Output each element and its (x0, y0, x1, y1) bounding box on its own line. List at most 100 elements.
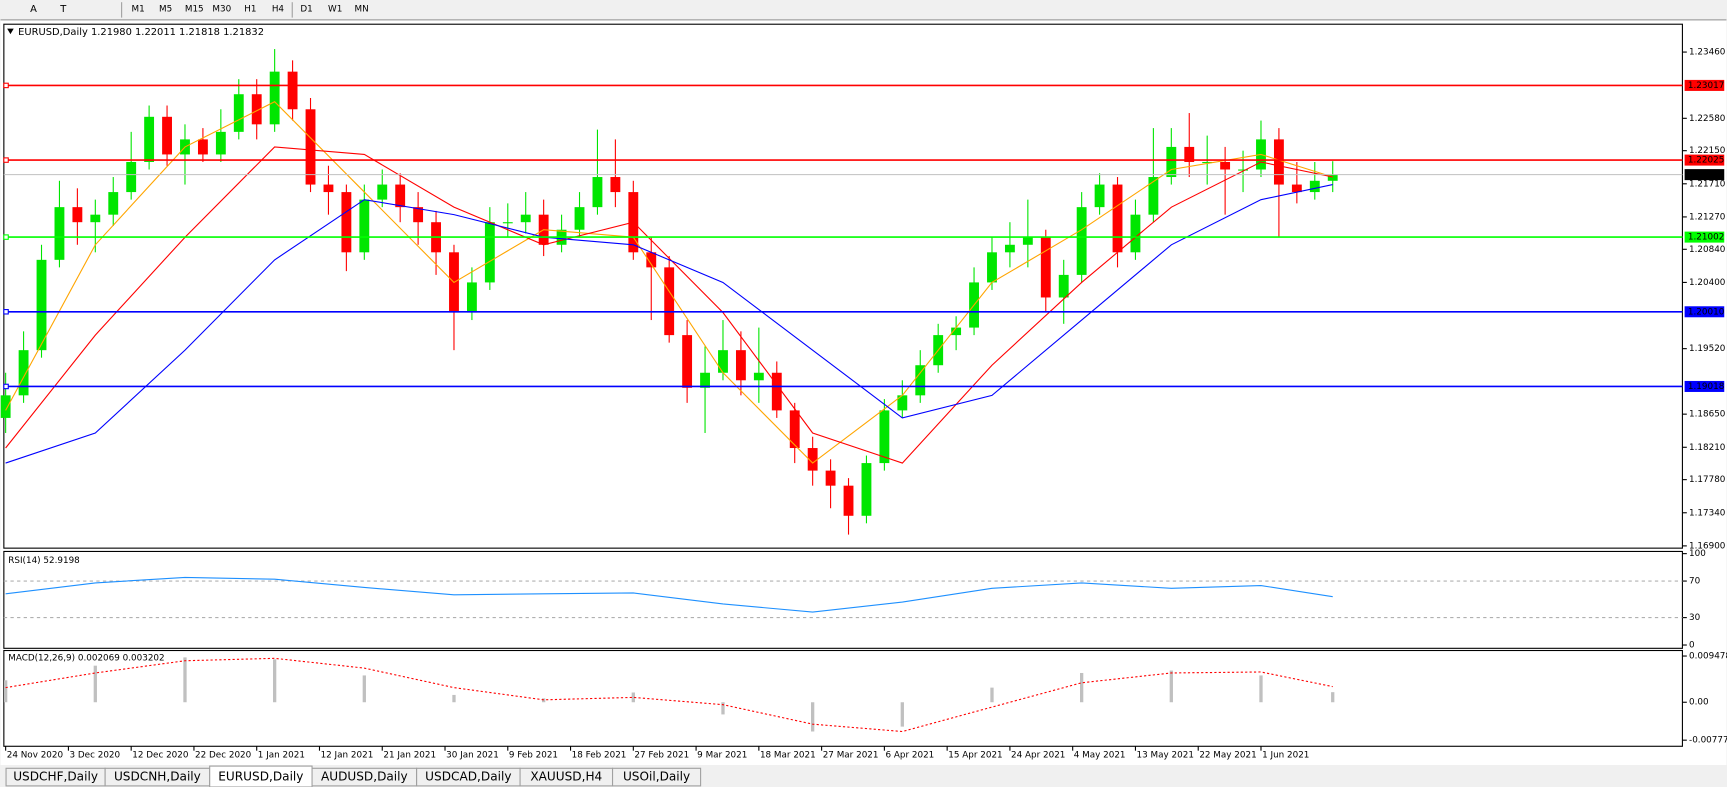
level-label: 1.21002 (1688, 233, 1724, 243)
level-label-box (1684, 306, 1725, 318)
macd-bar (3, 680, 8, 703)
candle-body (162, 116, 172, 155)
level-handle (3, 234, 9, 240)
candle-body (233, 94, 244, 132)
timeframe-button[interactable]: W1 (328, 4, 342, 14)
level-handle (3, 82, 9, 89)
level-label: 1.20010 (1688, 307, 1725, 317)
tool-button[interactable]: A (30, 4, 37, 15)
macd-bar (1080, 672, 1084, 703)
y-tick-label: 0 (1689, 641, 1695, 651)
candle-body (807, 448, 818, 471)
candle-body (36, 259, 47, 351)
x-tick-label: 6 Apr 2021 (885, 751, 934, 761)
timeframe-button[interactable]: H1 (244, 4, 256, 14)
tab-label[interactable]: USDCNH,Daily (114, 770, 201, 784)
level-handle (3, 157, 9, 163)
level-label-box (1684, 79, 1725, 91)
y-tick-label: 0.009478 (1689, 652, 1727, 662)
candle-body (287, 71, 298, 110)
candle-body (1327, 174, 1338, 181)
x-tick-label: 1 Jan 2021 (258, 751, 305, 761)
tab-label[interactable]: EURUSD,Daily (218, 770, 303, 784)
level-label-box (1684, 380, 1725, 392)
y-tick-label: 1.16900 (1689, 541, 1726, 551)
main-panel (3, 23, 1683, 549)
candle-body (735, 350, 746, 381)
rsi-title: RSI(14) 52.9198 (8, 556, 80, 566)
candle-body (1040, 237, 1051, 298)
candle-body (1309, 180, 1320, 193)
candle-body (1238, 169, 1248, 171)
candle-body (251, 94, 262, 125)
timeframe-button[interactable]: M15 (185, 4, 204, 14)
y-tick-label: 1.21710 (1689, 179, 1726, 189)
y-tick-label: 1.19520 (1689, 344, 1726, 354)
x-tick-label: 18 Feb 2021 (572, 751, 627, 761)
price-label: 1.21832 (1688, 170, 1724, 180)
level-handle (3, 309, 9, 315)
timeframe-button[interactable]: MN (354, 4, 368, 14)
timeframe-button[interactable]: M5 (159, 4, 172, 14)
candle-body (1004, 244, 1015, 253)
candle-body (879, 410, 890, 464)
x-tick-label: 18 Mar 2021 (760, 751, 816, 761)
macd-bar (1169, 670, 1173, 703)
candle-body (1220, 161, 1231, 170)
level-label: 1.22025 (1688, 156, 1724, 166)
timeframe-button[interactable]: D1 (300, 4, 312, 14)
candle-body (1112, 184, 1123, 253)
timeframe-button[interactable]: M1 (132, 4, 145, 14)
macd-bar (362, 675, 366, 703)
candle-body (682, 335, 693, 388)
x-tick-label: 22 Dec 2020 (195, 751, 252, 761)
candle-body (520, 214, 531, 223)
y-tick-label: 1.20400 (1689, 278, 1726, 288)
macd-bar (452, 694, 456, 703)
level-label: 1.19018 (1688, 382, 1724, 392)
tab[interactable] (611, 767, 702, 787)
macd-bar (183, 657, 187, 703)
x-tick-label: 12 Dec 2020 (132, 751, 189, 761)
tab-label[interactable]: USDCAD,Daily (425, 770, 511, 784)
x-tick-label: 24 Apr 2021 (1011, 751, 1065, 761)
tab-label[interactable]: USOil,Daily (623, 770, 690, 784)
candle-body (197, 139, 208, 155)
x-tick-label: 24 Nov 2020 (7, 751, 64, 761)
timeframe-button[interactable]: H4 (272, 4, 285, 14)
macd-bar (1259, 675, 1263, 703)
timeframe-button[interactable]: M30 (212, 4, 231, 14)
macd-bar (900, 702, 904, 727)
y-tick-label: 1.17340 (1689, 508, 1726, 518)
candle-body (1148, 177, 1159, 215)
candle-body (646, 252, 657, 268)
macd-title: MACD(12,26,9) 0.002069 0.003202 (8, 654, 164, 664)
tab-label[interactable]: AUDUSD,Daily (321, 770, 408, 784)
y-tick-label: 1.21270 (1689, 212, 1726, 222)
candle-body (144, 116, 155, 162)
candle-body (915, 365, 926, 396)
candle-body (1076, 207, 1087, 275)
macd-bar (721, 702, 725, 715)
tab-label[interactable]: USDCHF,Daily (13, 770, 98, 784)
candle-body (610, 177, 621, 193)
candle-body (987, 252, 997, 283)
candle-body (377, 184, 388, 200)
candle-body (323, 184, 334, 193)
candle-body (72, 207, 83, 223)
rsi-panel (3, 550, 1683, 649)
x-tick-label: 9 Mar 2021 (697, 751, 747, 761)
tab-label[interactable]: XAUUSD,H4 (530, 770, 602, 784)
y-tick-label: 1.18210 (1689, 443, 1726, 453)
candle-body (789, 410, 800, 449)
candle-body (90, 214, 101, 223)
tool-button[interactable]: T (59, 4, 67, 15)
candle-body (1184, 146, 1195, 162)
candle-body (484, 222, 495, 283)
x-tick-label: 21 Jan 2021 (383, 751, 436, 761)
dropdown-arrow (7, 28, 14, 35)
x-tick-label: 1 Jun 2021 (1262, 751, 1309, 761)
x-tick-label: 12 Jan 2021 (321, 751, 374, 761)
candle-body (897, 395, 908, 411)
y-tick-label: 1.23460 (1689, 48, 1726, 58)
